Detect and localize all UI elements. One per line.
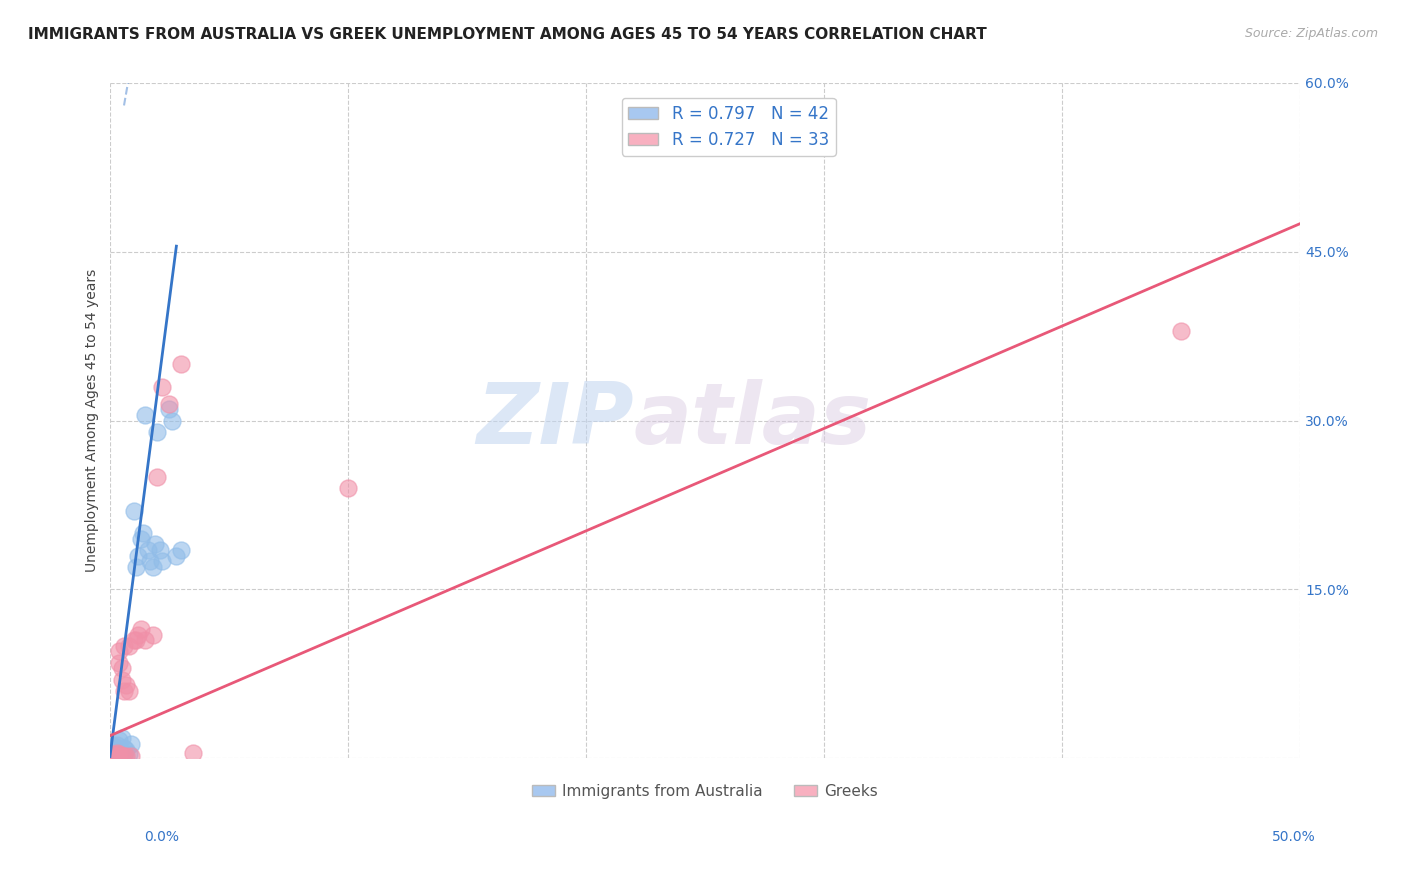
Point (108, 644, 131, 658)
Point (115, 749, 138, 764)
Point (132, 526, 155, 541)
Point (115, 678, 138, 692)
Point (105, 747, 128, 762)
Point (127, 627, 149, 641)
Point (1170, 324, 1192, 338)
Point (129, 532, 152, 546)
Point (103, 750, 125, 764)
Point (122, 633, 145, 648)
Point (120, 749, 142, 764)
Point (139, 554, 162, 568)
Point (336, 481, 359, 495)
Point (103, 739, 125, 753)
Point (125, 633, 148, 648)
Point (143, 537, 166, 551)
Point (127, 549, 149, 563)
Point (149, 543, 172, 558)
Point (103, 749, 125, 764)
Point (111, 749, 134, 764)
Point (111, 661, 134, 675)
Point (122, 504, 145, 518)
Point (111, 731, 134, 745)
Point (112, 639, 135, 653)
Point (101, 747, 124, 761)
Point (165, 549, 187, 563)
Point (150, 380, 173, 394)
Point (101, 746, 124, 760)
Point (111, 745, 134, 759)
Text: Source: ZipAtlas.com: Source: ZipAtlas.com (1244, 27, 1378, 40)
Point (103, 750, 125, 764)
Point (160, 414, 183, 428)
Point (103, 747, 125, 761)
Point (105, 738, 128, 752)
Point (118, 747, 141, 761)
Point (134, 408, 156, 422)
Text: 0.0%: 0.0% (145, 830, 179, 844)
Point (134, 633, 156, 648)
Point (112, 741, 135, 756)
Text: atlas: atlas (634, 379, 872, 462)
Point (101, 749, 124, 764)
Point (108, 747, 131, 761)
Point (112, 749, 135, 764)
Point (142, 560, 165, 574)
Point (111, 673, 134, 687)
Point (108, 749, 131, 764)
Point (120, 737, 142, 751)
Point (115, 743, 138, 757)
Point (146, 425, 169, 439)
Point (101, 747, 124, 762)
Point (103, 747, 125, 762)
Point (105, 745, 128, 759)
Y-axis label: Unemployment Among Ages 45 to 54 years: Unemployment Among Ages 45 to 54 years (86, 269, 100, 573)
Point (170, 543, 193, 558)
Text: 50.0%: 50.0% (1271, 830, 1316, 844)
Text: ZIP: ZIP (475, 379, 634, 462)
Point (108, 743, 131, 757)
Point (125, 560, 148, 574)
Point (129, 622, 152, 636)
Point (112, 747, 135, 761)
Point (101, 750, 124, 764)
Text: IMMIGRANTS FROM AUSTRALIA VS GREEK UNEMPLOYMENT AMONG AGES 45 TO 54 YEARS CORREL: IMMIGRANTS FROM AUSTRALIA VS GREEK UNEMP… (28, 27, 987, 42)
Point (181, 746, 204, 760)
Legend: Immigrants from Australia, Greeks: Immigrants from Australia, Greeks (526, 778, 884, 805)
Point (157, 402, 180, 417)
Point (103, 745, 125, 759)
Point (108, 733, 131, 747)
Point (118, 683, 141, 698)
Point (105, 750, 128, 764)
Point (103, 741, 125, 756)
Point (136, 543, 159, 558)
Point (146, 470, 169, 484)
Point (112, 683, 135, 698)
Point (101, 750, 124, 764)
Point (157, 397, 180, 411)
Point (118, 639, 141, 653)
Point (105, 749, 128, 764)
Point (170, 357, 193, 371)
Point (142, 627, 165, 641)
Point (108, 747, 131, 761)
Point (150, 554, 173, 568)
Point (108, 656, 131, 670)
Point (105, 746, 128, 760)
